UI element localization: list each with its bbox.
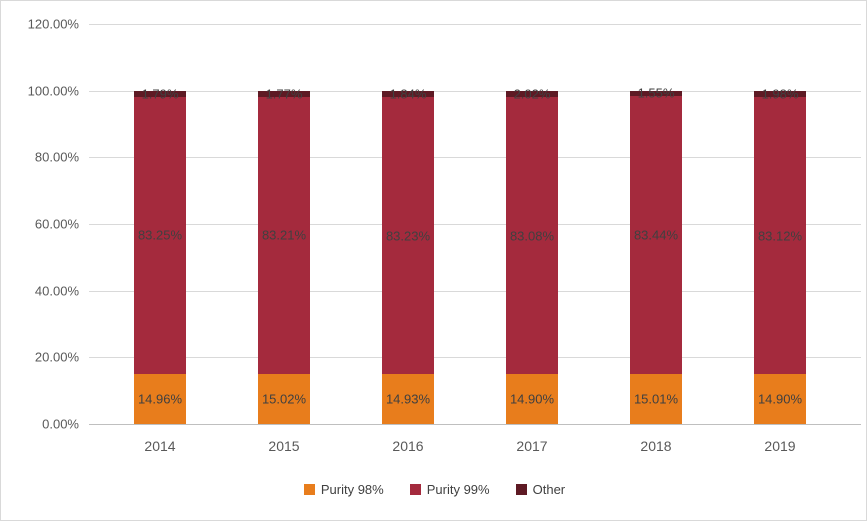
gridline — [89, 357, 861, 359]
bar-segment-purity-98--2014[interactable] — [134, 374, 186, 424]
stacked-bar-2018: 15.01% 83.44% 1.55% — [630, 24, 682, 424]
bar-segment-purity-98--2019[interactable] — [754, 374, 806, 424]
gridline — [89, 224, 861, 225]
legend-label: Purity 98% — [320, 482, 384, 497]
legend-label: Purity 99% — [426, 482, 490, 497]
bar-slot-2016: 14.93% 83.23% 1.84% — [346, 24, 470, 424]
legend-swatch — [515, 484, 527, 495]
gridline — [89, 157, 861, 159]
bar-slot-2019: 14.90% 83.12% 1.98% — [718, 24, 842, 424]
bar-segment-other-2017[interactable] — [506, 90, 558, 98]
stacked-bar-2014: 14.96% 83.25% 1.79% — [134, 24, 186, 424]
x-axis-label-2017: 2017 — [516, 438, 548, 454]
x-axis: 2014 2015 2016 2017 2018 2019 — [98, 438, 842, 454]
bar-segment-purity-98--2018[interactable] — [630, 373, 682, 424]
x-axis-label-2018: 2018 — [640, 438, 672, 454]
y-axis-tick-label: 60.00% — [34, 216, 79, 232]
stacked-bar-2017: 14.90% 83.08% 2.02% — [506, 24, 558, 424]
legend-swatch — [409, 484, 421, 495]
bar-segment-purity-99--2017[interactable] — [506, 97, 558, 375]
stacked-bar-2019: 14.90% 83.12% 1.98% — [754, 24, 806, 424]
stacked-bar-2015: 15.02% 83.21% 1.77% — [258, 24, 310, 424]
bar-segment-other-2015[interactable] — [258, 90, 310, 97]
y-axis-tick-label: 100.00% — [27, 83, 79, 99]
bar-segment-purity-99--2016[interactable] — [382, 96, 434, 375]
y-axis-tick-label: 20.00% — [34, 349, 79, 365]
stacked-bar-2016: 14.93% 83.23% 1.84% — [382, 24, 434, 424]
y-axis-tick-label: 80.00% — [34, 149, 79, 165]
gridline — [89, 290, 861, 292]
x-axis-label-2016: 2016 — [392, 438, 424, 454]
y-axis-tick-label: 40.00% — [34, 283, 79, 299]
bar-segment-purity-98--2015[interactable] — [258, 373, 310, 424]
bar-segment-purity-99--2018[interactable] — [630, 95, 682, 374]
legend-item-purity-99-[interactable]: Purity 99% — [409, 482, 490, 497]
legend-swatch — [303, 484, 315, 495]
x-axis-label-2019: 2019 — [764, 438, 796, 454]
bar-slot-2014: 14.96% 83.25% 1.79% — [98, 24, 222, 424]
y-axis-tick-label: 120.00% — [27, 16, 79, 32]
bar-segment-purity-99--2015[interactable] — [258, 96, 310, 374]
gridline — [89, 90, 861, 92]
bar-slot-2015: 15.02% 83.21% 1.77% — [222, 24, 346, 424]
bar-segment-purity-99--2014[interactable] — [134, 96, 186, 375]
y-axis-tick-label: 0.00% — [42, 416, 79, 432]
bars-container: 14.96% 83.25% 1.79% 15.02% 83.21% 1.77% 14.93%… — [98, 24, 842, 424]
legend-label: Other — [532, 482, 566, 497]
legend: Purity 98% Purity 99% Other — [1, 482, 867, 497]
bar-segment-other-2016[interactable] — [382, 90, 434, 97]
bar-segment-purity-99--2019[interactable] — [754, 97, 806, 375]
x-axis-label-2015: 2015 — [268, 438, 300, 454]
legend-item-purity-98-[interactable]: Purity 98% — [303, 482, 384, 497]
y-axis: 120.00% 100.00% 80.00% 60.00% 40.00% 20.00% 0.… — [1, 17, 79, 432]
bar-segment-other-2019[interactable] — [754, 90, 806, 98]
x-axis-line — [89, 424, 861, 425]
x-axis-label-2014: 2014 — [144, 438, 176, 454]
bar-segment-purity-98--2017[interactable] — [506, 374, 558, 424]
bar-segment-purity-98--2016[interactable] — [382, 374, 434, 424]
bar-segment-other-2018[interactable] — [630, 90, 682, 96]
bar-slot-2018: 15.01% 83.44% 1.55% — [594, 24, 718, 424]
bar-slot-2017: 14.90% 83.08% 2.02% — [470, 24, 594, 424]
plot-area: 14.96% 83.25% 1.79% 15.02% 83.21% 1.77% 14.93%… — [89, 24, 861, 425]
gridline — [89, 24, 861, 25]
legend-item-other[interactable]: Other — [515, 482, 566, 497]
bar-segment-other-2014[interactable] — [134, 90, 186, 97]
